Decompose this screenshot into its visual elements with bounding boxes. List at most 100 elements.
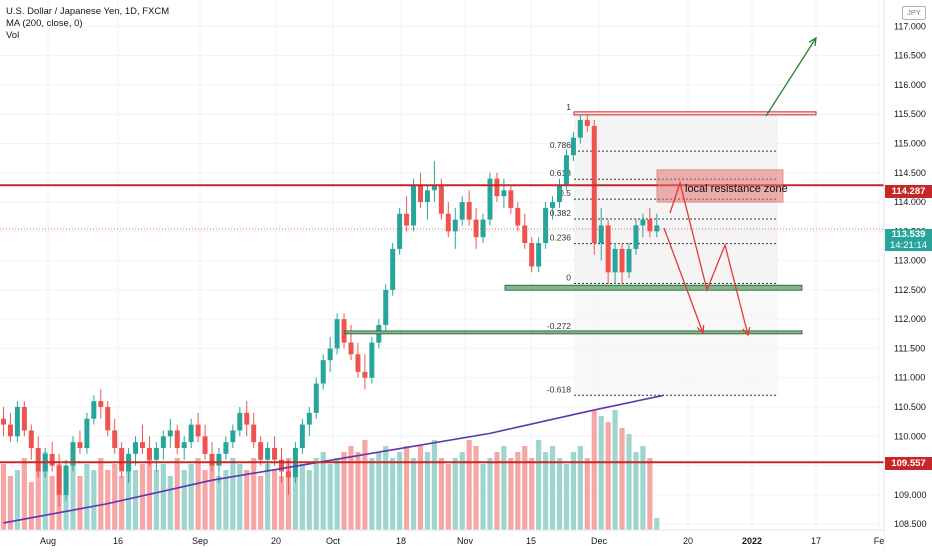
volume-bar xyxy=(77,476,83,530)
volume-bar xyxy=(612,410,618,530)
candle xyxy=(404,196,410,232)
current-price-label: 113.539 14:21:14 xyxy=(885,229,932,251)
volume-bar xyxy=(598,416,604,530)
price-tick-label: 111.500 xyxy=(894,343,925,353)
volume-bar xyxy=(494,452,500,530)
volume-bar xyxy=(605,422,611,530)
candle-body xyxy=(543,207,549,244)
candle xyxy=(598,207,604,261)
volume-bar xyxy=(654,518,660,530)
candle-body xyxy=(334,319,340,349)
candles xyxy=(1,114,660,507)
legend-ma: MA (200, close, 0) xyxy=(6,18,83,29)
candle-body xyxy=(146,448,152,460)
bull-arrow xyxy=(765,36,817,117)
bear-arrow-short-head xyxy=(696,324,705,335)
resistance-price-label: 114.287 xyxy=(885,185,932,198)
volume-bar xyxy=(271,470,278,530)
volume-bar xyxy=(480,464,486,530)
candle-body xyxy=(160,436,166,449)
candle-body xyxy=(105,407,111,431)
price-tick-label: 115.500 xyxy=(894,109,926,119)
candle xyxy=(49,442,55,472)
candle xyxy=(612,243,618,285)
candle-body xyxy=(563,155,569,185)
candle-body xyxy=(404,213,410,226)
candle xyxy=(237,407,243,437)
volume-bar xyxy=(431,440,437,530)
fib-level-label: 0.5 xyxy=(559,188,571,198)
volume-bar xyxy=(362,440,368,530)
candle-body xyxy=(84,418,90,449)
volume-bar xyxy=(0,464,7,530)
time-axis-bg xyxy=(0,530,884,550)
candle-body xyxy=(424,190,430,203)
volume-bar xyxy=(640,446,646,530)
volume-bar xyxy=(42,452,48,530)
top-rectangle xyxy=(573,111,817,116)
volume-bar xyxy=(334,458,340,530)
candle xyxy=(557,178,562,208)
volume-bar xyxy=(376,452,382,530)
candle-body xyxy=(77,442,83,449)
volume-bar xyxy=(563,464,570,530)
volume-bar xyxy=(556,458,563,530)
volume-bar xyxy=(119,476,125,530)
fib-level-label: 0.382 xyxy=(550,208,572,218)
candle-body xyxy=(14,407,20,437)
volume-bar xyxy=(195,458,201,530)
volume-bar xyxy=(244,470,250,530)
volume-bar xyxy=(313,458,319,530)
currency-button[interactable]: JPY xyxy=(902,6,926,20)
volume-bar xyxy=(320,452,326,530)
candle-body xyxy=(550,202,556,208)
candle xyxy=(223,436,229,460)
fib-level-label: 0.236 xyxy=(550,233,572,243)
candle xyxy=(466,190,472,226)
bear-arrow-short-path xyxy=(663,227,704,334)
volume-bar xyxy=(14,470,20,530)
candle xyxy=(167,418,173,449)
candle xyxy=(265,442,271,472)
volume-bar xyxy=(216,476,222,530)
candle xyxy=(188,418,194,449)
candle-body xyxy=(251,424,257,443)
price-tick-label: 114.000 xyxy=(894,197,926,207)
volume-bar xyxy=(223,470,229,530)
time-tick-label: 20 xyxy=(271,536,281,546)
candle-body xyxy=(626,248,632,273)
candle xyxy=(362,354,368,390)
candle xyxy=(285,459,291,495)
candle-body xyxy=(7,424,13,437)
candle xyxy=(369,336,375,384)
price-tick-label: 111.000 xyxy=(894,373,925,383)
candle-body xyxy=(557,184,562,203)
candle-body xyxy=(466,202,472,220)
volume-bar xyxy=(251,458,257,530)
candle-body xyxy=(584,120,590,126)
volume-bars xyxy=(0,410,660,530)
candle-body xyxy=(452,219,458,232)
fib-level-label: 0.618 xyxy=(550,168,572,178)
candle xyxy=(160,430,166,460)
candle-body xyxy=(209,453,215,466)
volume-bar xyxy=(160,464,166,530)
candle xyxy=(529,237,535,273)
volume-bar xyxy=(390,458,396,530)
volume-bar xyxy=(404,446,410,530)
candle xyxy=(77,430,83,454)
volume-bar xyxy=(619,428,625,530)
volume-bar xyxy=(258,476,264,530)
volume-bar xyxy=(522,446,528,530)
volume-bar xyxy=(355,452,361,530)
support-box-lower xyxy=(344,330,803,335)
candle xyxy=(14,401,20,443)
candle-body xyxy=(306,412,312,425)
volume-bar xyxy=(188,464,194,530)
volume-bar xyxy=(466,440,472,530)
volume-bar xyxy=(126,458,132,530)
volume-bar xyxy=(91,470,97,530)
candle-body xyxy=(445,213,451,232)
